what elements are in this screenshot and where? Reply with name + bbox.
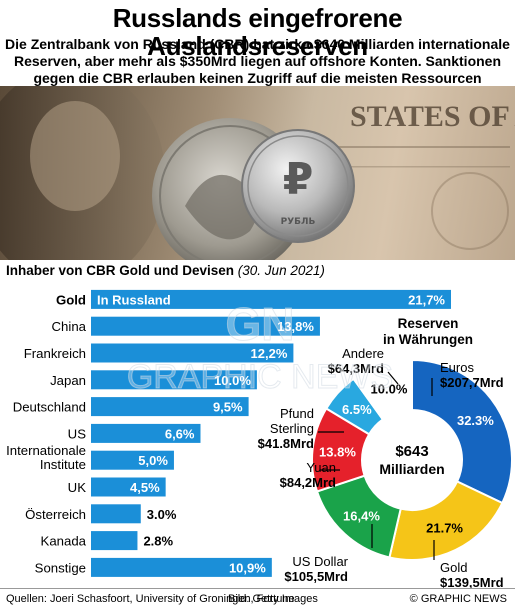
value-label: 4,5%	[130, 480, 160, 495]
svg-text:₽: ₽	[283, 154, 314, 205]
pie-title-line-1: Reserven	[397, 316, 459, 331]
category-label: Kanada	[41, 534, 87, 549]
category-label: Japan	[50, 373, 86, 388]
bar-chart-heading: Inhaber von CBR Gold und Devisen (30. Ju…	[6, 263, 325, 278]
category-label: Deutschland	[13, 400, 86, 415]
footer-divider	[0, 588, 515, 589]
page-subtitle: Die Zentralbank von Russland (CBR) hat z…	[5, 36, 510, 86]
svg-text:РУБЛЬ: РУБЛЬ	[281, 217, 316, 227]
value-label: 5,0%	[138, 453, 168, 468]
header-photo: STATES OF AMERICA ₽ РУБЛЬ	[0, 86, 515, 260]
bar-7	[91, 477, 166, 497]
value-label: 13,8%	[277, 319, 314, 334]
bar-3	[91, 370, 257, 390]
bar-9	[91, 531, 138, 551]
bar-0	[91, 289, 451, 309]
image-credit: Bild: Getty Images	[228, 593, 318, 605]
value-label: 6,6%	[165, 426, 195, 441]
bar-chart-date: (30. Jun 2021)	[237, 263, 325, 278]
category-label: Internationale Institute	[6, 443, 86, 472]
page-title: Russlands eingefrorene Auslandsreserven	[112, 3, 403, 61]
bar-10	[91, 557, 272, 577]
value-label: 3.0%	[147, 507, 177, 522]
bar-chart-title: Inhaber von CBR Gold und Devisen	[6, 263, 235, 278]
bar-6	[91, 450, 174, 470]
ruble-coin-icon	[241, 129, 355, 243]
pie-chart-title: Reserven in Währungen	[358, 316, 498, 348]
value-label: 2.8%	[143, 534, 173, 549]
bar-5	[91, 423, 201, 443]
banknote-text: STATES OF AMERICA	[350, 100, 515, 133]
category-label: Frankreich	[24, 346, 86, 361]
value-label: 10,9%	[229, 560, 266, 575]
bar-4	[91, 397, 249, 417]
category-label: Österreich	[25, 507, 86, 522]
bar-2	[91, 343, 294, 363]
coin-banknote-illustration: STATES OF AMERICA ₽ РУБЛЬ	[0, 86, 515, 260]
category-label: US	[68, 426, 87, 441]
bar-1	[91, 316, 320, 336]
value-label: 21,7%	[408, 292, 445, 307]
source-note: Quellen: Joeri Schasfoort, University of…	[6, 593, 295, 605]
value-label: 12,2%	[251, 346, 288, 361]
bar-inner-label: In Russland	[97, 292, 171, 307]
category-label: Gold	[56, 292, 86, 307]
cbr-holders-bar-chart: Gold 21,7% In Russland China 13,8% Frankreich…	[6, 289, 451, 577]
brand-credit: © GRAPHIC NEWS	[409, 593, 507, 605]
bar-8	[91, 504, 141, 524]
pie-title-line-2: in Währungen	[383, 332, 473, 347]
category-label: UK	[68, 480, 87, 495]
value-label: 9,5%	[213, 400, 243, 415]
category-label: China	[52, 319, 87, 334]
value-label: 10.0%	[214, 373, 251, 388]
category-label: Sonstige	[35, 560, 86, 575]
